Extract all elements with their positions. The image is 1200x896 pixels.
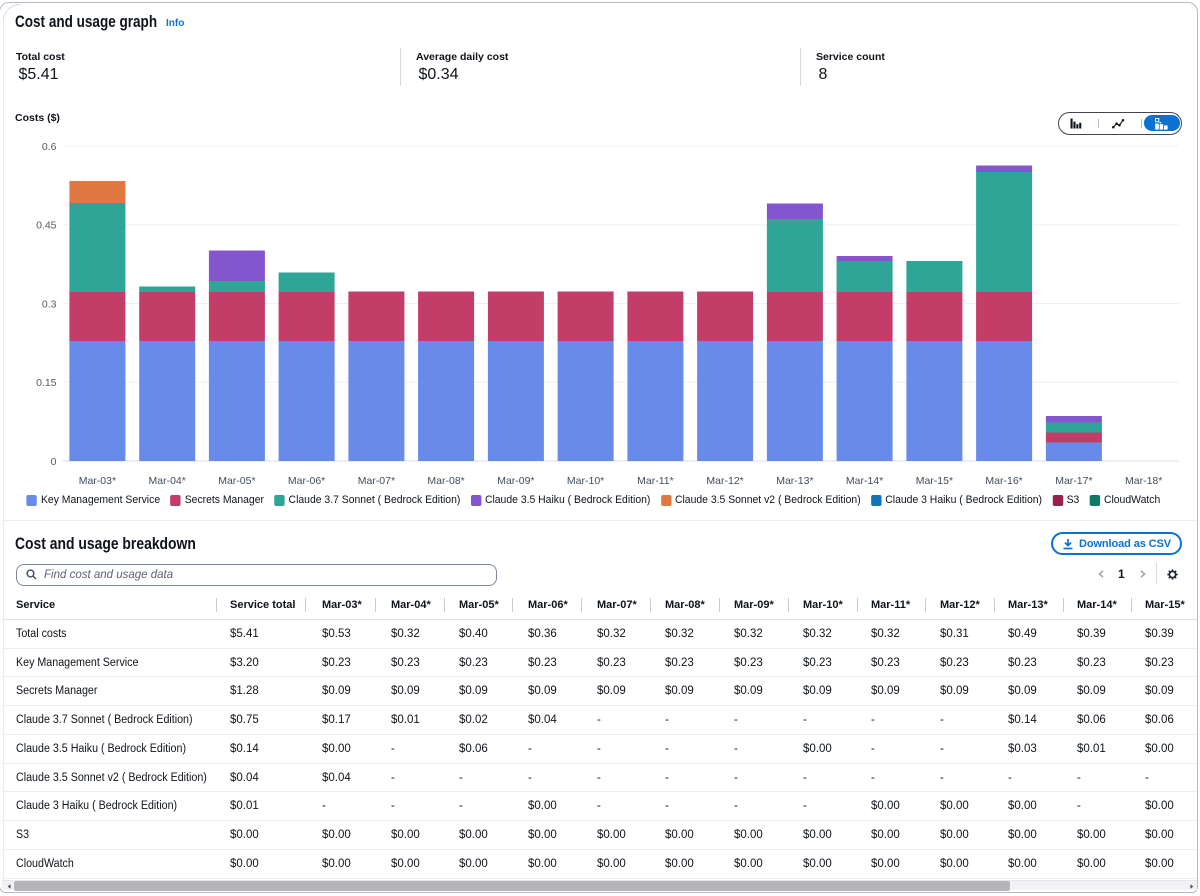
- svg-text:Mar-13*: Mar-13*: [776, 475, 813, 487]
- svg-text:0.15: 0.15: [36, 377, 57, 389]
- svg-text:Mar-17*: Mar-17*: [1055, 475, 1092, 487]
- svg-text:Mar-14*: Mar-14*: [846, 475, 883, 487]
- svg-text:0: 0: [51, 456, 57, 468]
- svg-text:Mar-09*: Mar-09*: [497, 475, 534, 487]
- svg-text:Mar-12*: Mar-12*: [706, 475, 743, 487]
- svg-text:0.6: 0.6: [42, 141, 57, 153]
- svg-text:Mar-06*: Mar-06*: [288, 475, 325, 487]
- svg-text:Mar-15*: Mar-15*: [916, 475, 953, 487]
- svg-text:Mar-11*: Mar-11*: [637, 475, 674, 487]
- svg-text:Mar-05*: Mar-05*: [218, 475, 255, 487]
- svg-text:Mar-10*: Mar-10*: [567, 475, 604, 487]
- svg-text:Mar-03*: Mar-03*: [79, 475, 116, 487]
- svg-text:Mar-18*: Mar-18*: [1125, 475, 1162, 487]
- svg-text:0.45: 0.45: [36, 220, 57, 232]
- svg-text:Mar-07*: Mar-07*: [358, 475, 395, 487]
- svg-text:Mar-08*: Mar-08*: [427, 475, 464, 487]
- svg-text:0.3: 0.3: [42, 298, 57, 310]
- svg-text:Mar-04*: Mar-04*: [149, 475, 186, 487]
- svg-text:Mar-16*: Mar-16*: [985, 475, 1022, 487]
